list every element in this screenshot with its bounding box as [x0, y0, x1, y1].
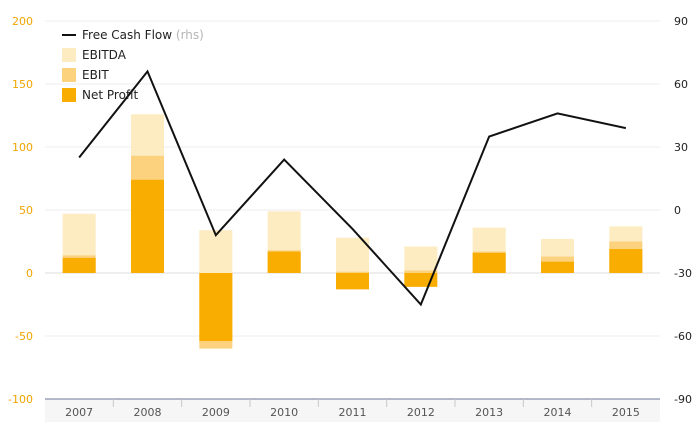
legend-swatch-net-profit — [62, 88, 76, 102]
y-axis-right-tick: -90 — [674, 393, 692, 406]
bar-net-profit — [541, 261, 574, 273]
legend-label-net-profit: Net Profit — [82, 88, 138, 102]
x-axis-tick: 2013 — [475, 406, 503, 419]
y-axis-left-tick: 200 — [12, 15, 33, 28]
bar-net-profit — [199, 273, 233, 342]
y-axis-right-tick: -60 — [674, 330, 692, 343]
bar-ebit — [336, 271, 369, 273]
x-axis-tick: 2010 — [270, 406, 298, 419]
x-axis-tick: 2014 — [544, 406, 572, 419]
y-axis-left-tick: 0 — [26, 267, 33, 280]
line-free-cash-flow — [78, 69, 627, 307]
bar-ebit — [404, 270, 438, 273]
x-axis-tick: 2009 — [202, 406, 230, 419]
legend-label-ebitda: EBITDA — [82, 48, 127, 62]
y-axis-right-tick: 60 — [674, 78, 688, 91]
bar-net-profit — [267, 251, 301, 273]
y-axis-right-tick: 30 — [674, 141, 688, 154]
y-axis-left-tick: -50 — [15, 330, 33, 343]
y-axis-left-tick: 50 — [19, 204, 33, 217]
y-axis-right-tick: 0 — [674, 204, 681, 217]
bar-ebitda — [404, 246, 438, 273]
x-axis-tick: 2011 — [339, 406, 367, 419]
legend-swatch-ebitda — [62, 48, 76, 62]
x-axis-tick: 2012 — [407, 406, 435, 419]
bar-net-profit — [609, 249, 643, 273]
x-axis-band — [45, 399, 660, 422]
bar-ebitda — [336, 237, 369, 273]
x-axis-tick: 2015 — [612, 406, 640, 419]
y-axis-left-tick: 100 — [12, 141, 33, 154]
bar-ebitda — [199, 230, 233, 273]
y-axis-right-tick: -30 — [674, 267, 692, 280]
x-axis-tick: 2007 — [65, 406, 93, 419]
legend-label-free-cash-flow: Free Cash Flow (rhs) — [82, 28, 204, 42]
legend-swatch-ebit — [62, 68, 76, 82]
y-axis-right-tick: 90 — [674, 15, 688, 28]
y-axis-left-tick: -100 — [8, 393, 33, 406]
legend-label-suffix: (rhs) — [172, 28, 204, 42]
bar-net-profit — [131, 179, 164, 273]
bar-net-profit — [62, 257, 96, 273]
legend-label-ebit: EBIT — [82, 68, 109, 82]
bar-net-profit — [472, 252, 506, 273]
y-axis-left-tick: 150 — [12, 78, 33, 91]
x-axis-tick: 2008 — [134, 406, 162, 419]
bar-net-profit — [336, 273, 369, 290]
